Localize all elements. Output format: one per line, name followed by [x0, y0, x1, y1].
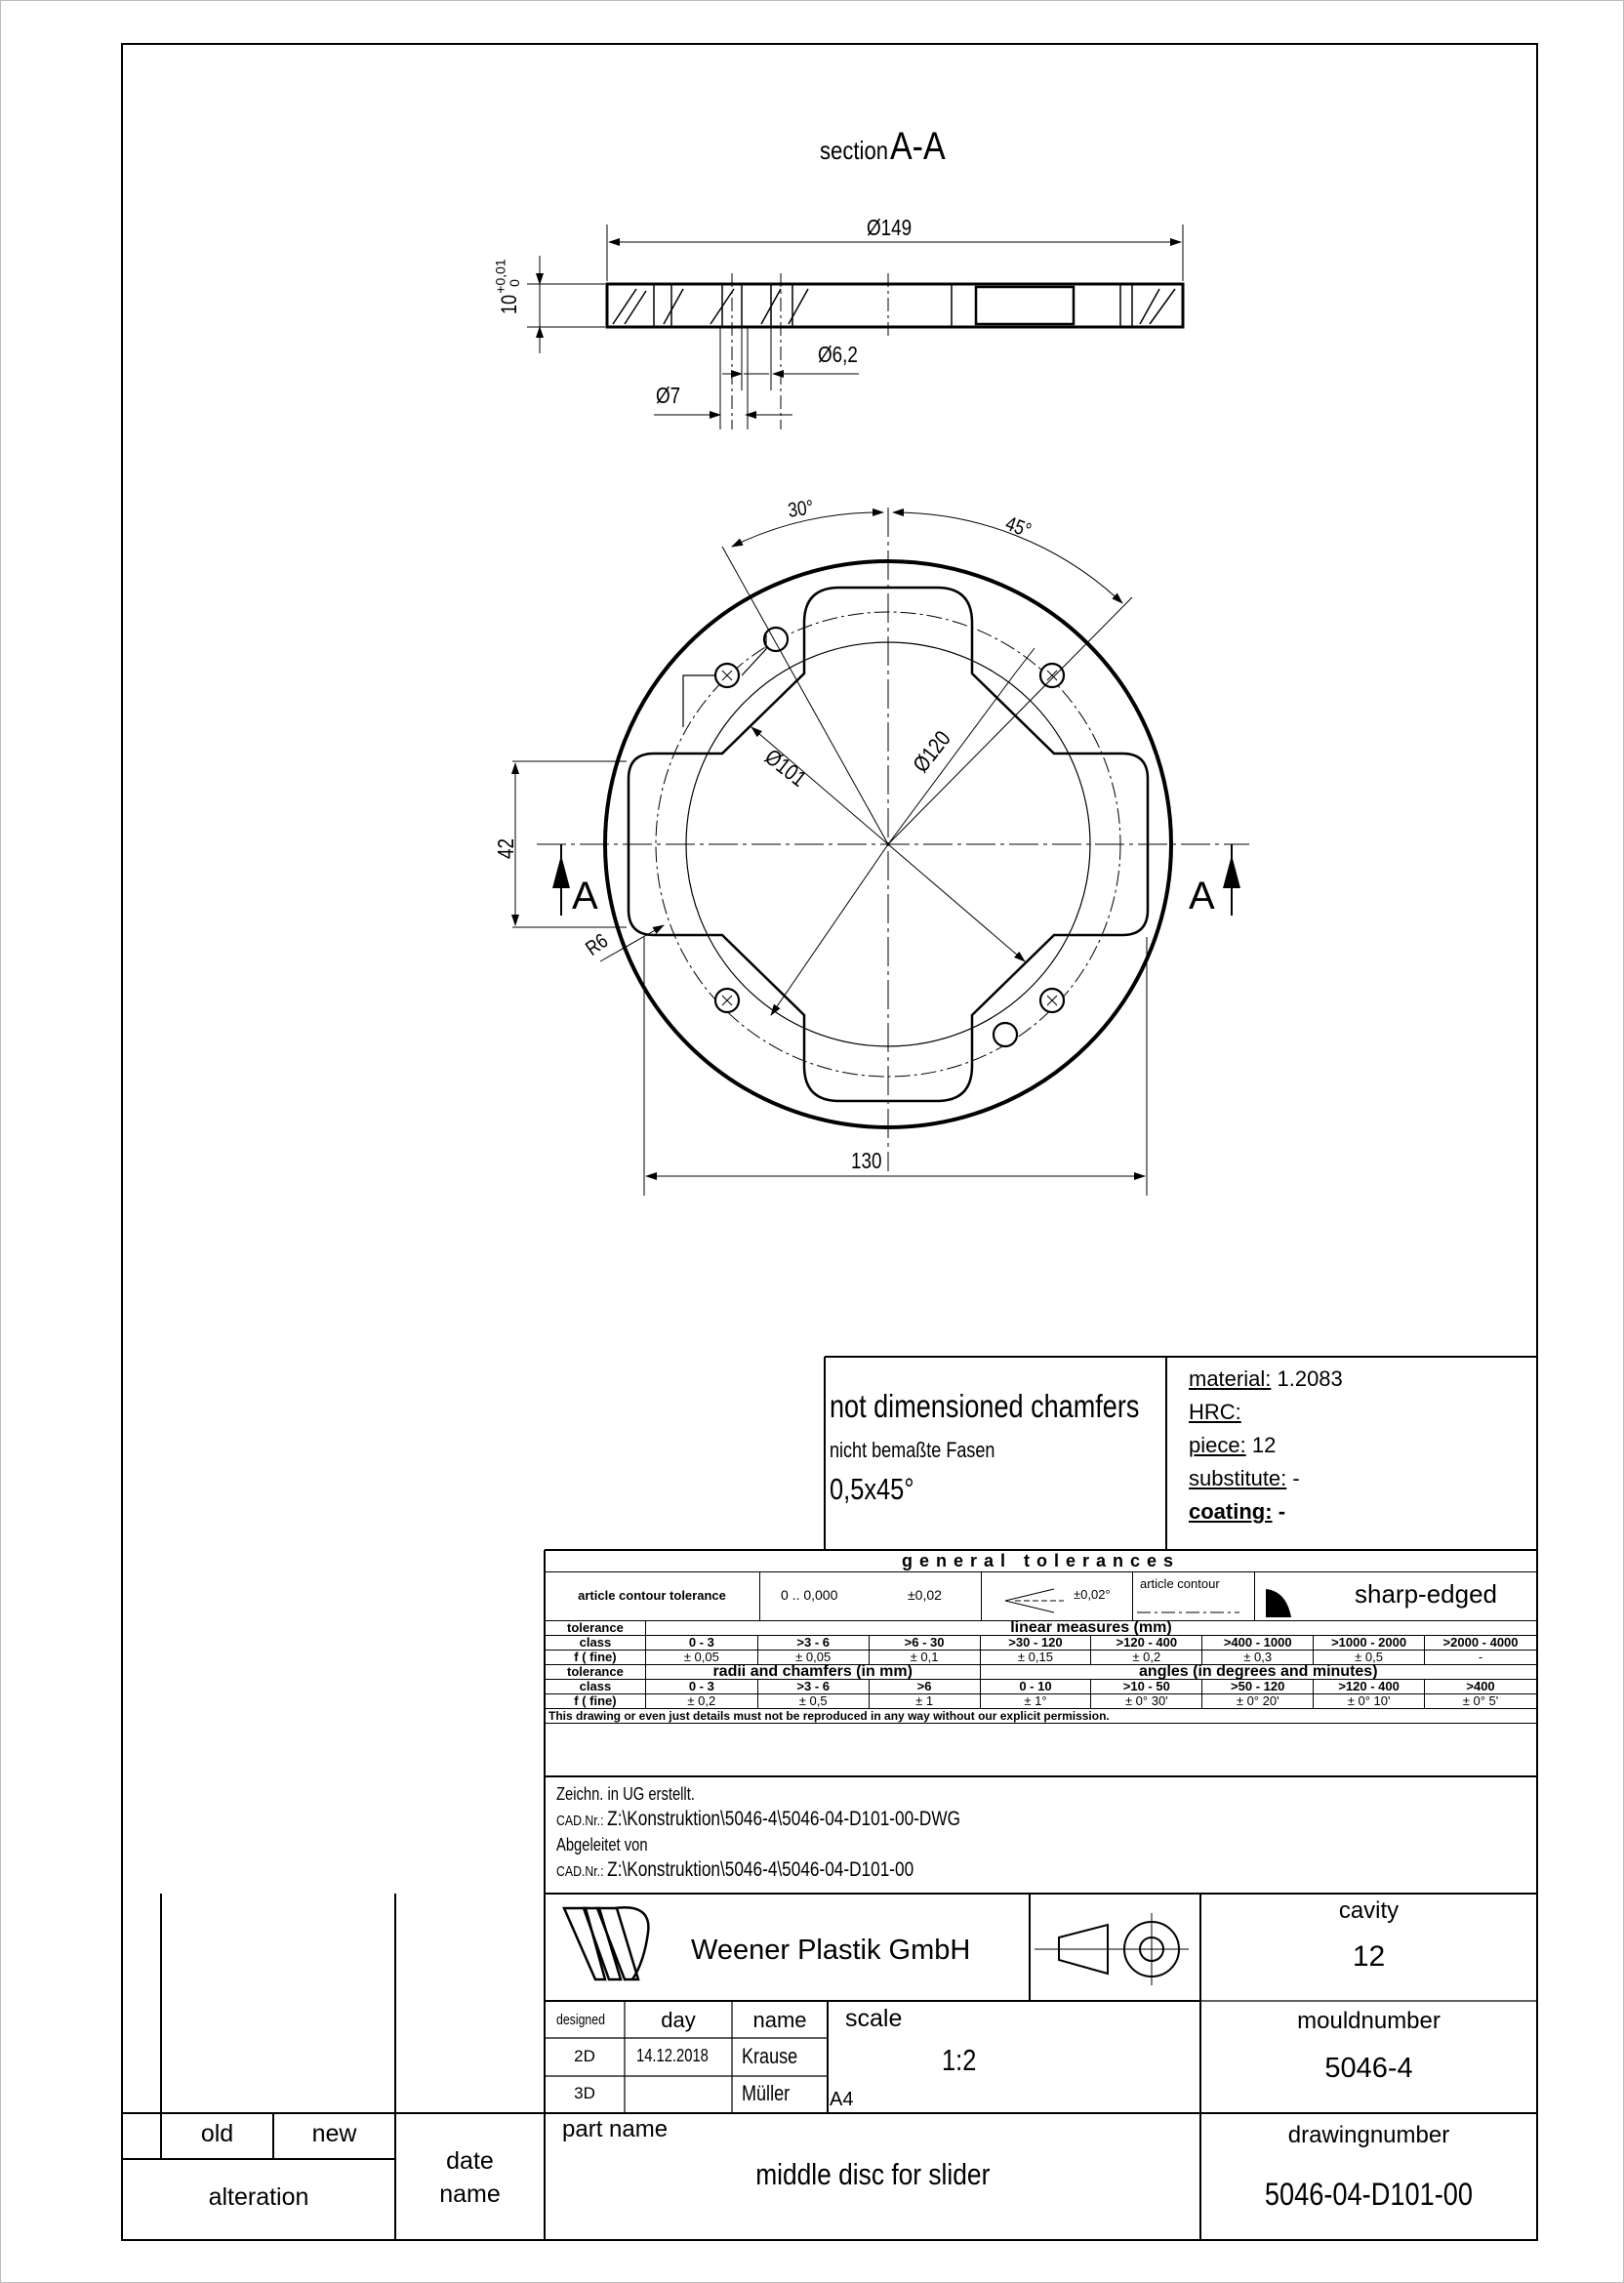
- alteration-label: alteration: [208, 2183, 309, 2211]
- cut-label-left: A: [572, 875, 598, 917]
- dim-130: 130: [851, 1148, 882, 1173]
- drawing-number-value: 5046-04-D101-00: [1264, 2177, 1474, 2212]
- alteration-name: name: [439, 2181, 501, 2208]
- scale-label: scale: [845, 2005, 903, 2032]
- cut-label-right: A: [1189, 875, 1215, 917]
- cad-note-3: Abgeleitet von: [556, 1835, 648, 1855]
- divider: [981, 1571, 982, 1620]
- material-line: material: 1.2083: [1189, 1366, 1343, 1391]
- chamfers-subtitle: nicht bemaßte Fasen: [830, 1438, 995, 1462]
- row-3d-name: Müller: [742, 2081, 791, 2105]
- contour-range: 0 .. 0,000: [781, 1587, 838, 1603]
- part-name-label: part name: [562, 2116, 669, 2142]
- angle-value: ±0,02°: [1074, 1587, 1111, 1602]
- dim-thickness-10: 10: [497, 294, 521, 314]
- title-block-lines: [122, 1356, 1537, 2240]
- article-contour-label: article contour: [1140, 1576, 1220, 1591]
- part-name-value: middle disc for slider: [754, 2157, 991, 2191]
- cad-note-4: CAD.Nr.: Z:\Konstruktion\5046-4\5046-04-…: [556, 1858, 914, 1881]
- substitute-line: substitute: -: [1189, 1466, 1300, 1490]
- alteration-date: date: [446, 2147, 494, 2175]
- cross-cutout: [627, 586, 1150, 1103]
- sharp-edge-icon: [1266, 1589, 1291, 1617]
- plan-view: [511, 508, 1249, 1196]
- projection-symbol-icon: [1035, 1913, 1189, 1985]
- dim-dia-149: Ø149: [867, 215, 913, 240]
- section-title-prefix: section: [820, 136, 889, 165]
- section-title-name: A-A: [890, 125, 947, 168]
- alteration-old: old: [200, 2120, 234, 2147]
- contour-tolerance-label: article contour tolerance: [545, 1571, 760, 1620]
- tolerances-title: general tolerances: [545, 1550, 1537, 1572]
- company-logo-icon: [562, 1906, 650, 1981]
- dim-thickness-tol-lower: 0: [506, 279, 522, 287]
- cad-note-1: Zeichn. in UG erstellt.: [556, 1784, 695, 1804]
- divider: [1132, 1571, 1133, 1620]
- sharp-edged-label: sharp-edged: [1355, 1579, 1497, 1609]
- section-plate: [605, 282, 1185, 329]
- row-3d-label: 3D: [574, 2084, 595, 2102]
- name-label: name: [752, 2008, 807, 2032]
- section-title: sectionA-A: [820, 125, 955, 169]
- drawing-frame: [121, 43, 1538, 2241]
- chamfers-value: 0,5x45°: [830, 1472, 914, 1506]
- coating-line: coating: -: [1189, 1499, 1286, 1524]
- row-2d-name: Krause: [742, 2044, 798, 2068]
- tolerance-table: tolerance linear measures (mm) class 0 -…: [545, 1620, 1538, 1724]
- row-2d-day: 14.12.2018: [636, 2046, 709, 2065]
- day-label: day: [661, 2008, 696, 2032]
- company-name: Weener Plastik GmbH: [691, 1935, 971, 1966]
- scale-value: 1:2: [942, 2043, 977, 2077]
- contour-value: ±0,02: [908, 1587, 942, 1603]
- drawing-number-label: drawingnumber: [1287, 2122, 1450, 2148]
- dim-42: 42: [493, 838, 518, 859]
- cavity-label: cavity: [1338, 1897, 1400, 1924]
- dim-dia-6-2: Ø6,2: [818, 342, 858, 367]
- hrc-line: HRC:: [1189, 1400, 1241, 1424]
- row-2d-label: 2D: [574, 2047, 595, 2065]
- cavity-value: 12: [1352, 1940, 1386, 1973]
- mould-label: mouldnumber: [1297, 2008, 1441, 2034]
- piece-line: piece: 12: [1189, 1433, 1277, 1457]
- dim-dia-7: Ø7: [656, 383, 681, 408]
- cad-note-2: CAD.Nr.: Z:\Konstruktion\5046-4\5046-04-…: [556, 1808, 960, 1830]
- dim-thickness-tol-upper: +0,01: [492, 259, 508, 294]
- angle-tolerance-icon: [1004, 1588, 1064, 1613]
- divider: [1254, 1571, 1255, 1620]
- dim-angle-30: 30°: [787, 496, 815, 522]
- alteration-new: new: [311, 2120, 357, 2147]
- chamfers-title: not dimensioned chamfers: [830, 1388, 1140, 1424]
- section-view: [527, 224, 1185, 429]
- sheet-format: A4: [830, 2089, 854, 2110]
- mould-value: 5046-4: [1324, 2053, 1413, 2084]
- designed-label: designed: [556, 2012, 605, 2028]
